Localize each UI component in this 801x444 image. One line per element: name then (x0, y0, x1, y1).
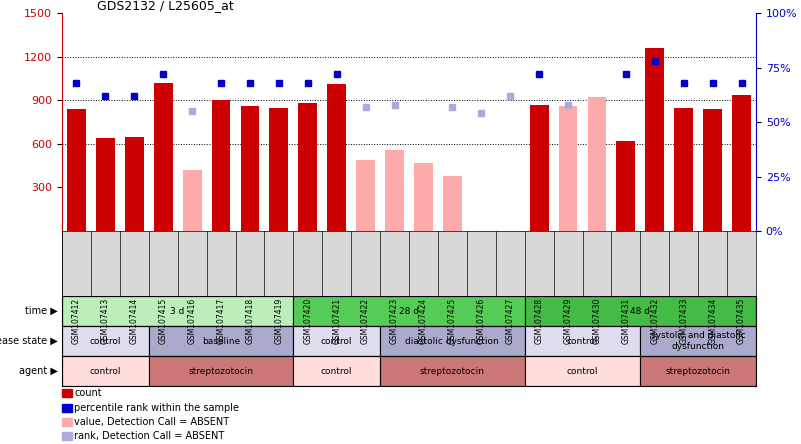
Bar (67, 109, 86, 231)
Bar (414, 163, 433, 231)
Text: control: control (90, 366, 121, 376)
Bar (62, 356, 149, 386)
Bar (240, 106, 260, 231)
Bar (293, 296, 525, 326)
Text: 28 d: 28 d (399, 306, 419, 316)
Bar (149, 326, 293, 356)
Bar (732, 95, 751, 231)
Text: 48 d: 48 d (630, 306, 650, 316)
Bar (640, 356, 756, 386)
Bar (558, 106, 578, 231)
Text: control: control (321, 366, 352, 376)
Text: streptozotocin: streptozotocin (666, 366, 731, 376)
Bar (154, 83, 172, 231)
Bar (380, 356, 525, 386)
Bar (211, 100, 231, 231)
Text: rank, Detection Call = ABSENT: rank, Detection Call = ABSENT (74, 431, 224, 441)
Bar (269, 107, 288, 231)
Text: value, Detection Call = ABSENT: value, Detection Call = ABSENT (74, 417, 229, 427)
Bar (640, 326, 756, 356)
Bar (525, 356, 640, 386)
Text: count: count (74, 388, 102, 398)
Bar (62, 296, 293, 326)
Bar (356, 160, 375, 231)
Text: systolic and diastolic
dysfunction: systolic and diastolic dysfunction (651, 331, 746, 351)
Bar (443, 176, 461, 231)
Bar (380, 326, 525, 356)
Bar (293, 326, 380, 356)
Text: control: control (321, 337, 352, 345)
Bar (62, 326, 149, 356)
Bar (328, 84, 346, 231)
Text: control: control (90, 337, 121, 345)
Bar (703, 109, 722, 231)
Text: time ▶: time ▶ (26, 306, 58, 316)
Text: 3 d: 3 d (171, 306, 185, 316)
Bar (529, 105, 549, 231)
Bar (385, 150, 404, 231)
Text: control: control (567, 366, 598, 376)
Text: streptozotocin: streptozotocin (188, 366, 254, 376)
Bar (674, 107, 693, 231)
Bar (525, 296, 756, 326)
Bar (299, 103, 317, 231)
Text: percentile rank within the sample: percentile rank within the sample (74, 403, 239, 412)
Text: disease state ▶: disease state ▶ (0, 336, 58, 346)
Text: agent ▶: agent ▶ (19, 366, 58, 376)
Text: GDS2132 / L25605_at: GDS2132 / L25605_at (97, 0, 233, 12)
Bar (293, 356, 380, 386)
Bar (525, 326, 640, 356)
Bar (646, 48, 664, 231)
Bar (125, 137, 143, 231)
Text: baseline: baseline (202, 337, 240, 345)
Text: control: control (567, 337, 598, 345)
Bar (183, 170, 202, 231)
Bar (617, 141, 635, 231)
Bar (588, 98, 606, 231)
Text: diastolic dysfunction: diastolic dysfunction (405, 337, 499, 345)
Text: streptozotocin: streptozotocin (420, 366, 485, 376)
Bar (96, 138, 115, 231)
Bar (149, 356, 293, 386)
